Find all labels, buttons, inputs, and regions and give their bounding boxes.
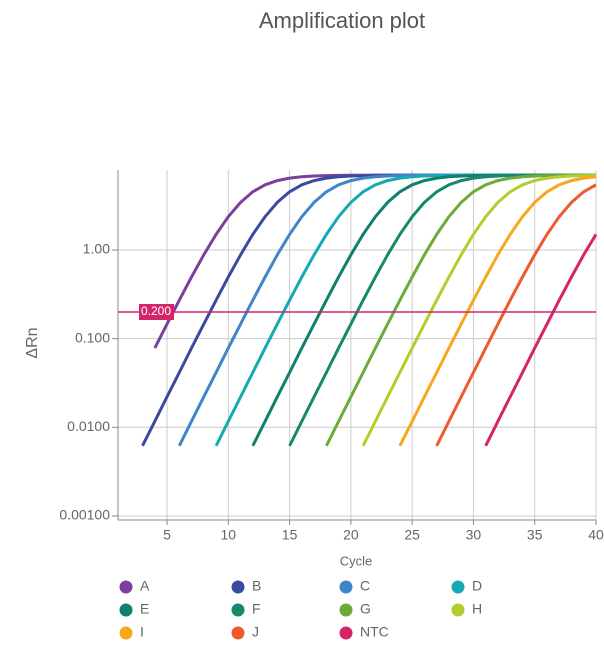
legend-label: E xyxy=(140,601,149,617)
legend-swatch xyxy=(119,626,133,640)
legend-swatch xyxy=(339,626,353,640)
x-tick-label: 10 xyxy=(221,527,237,543)
y-tick-label: 0.0100 xyxy=(67,418,110,434)
series-line xyxy=(398,175,597,447)
x-tick-label: 25 xyxy=(404,527,420,543)
legend-swatch xyxy=(451,603,465,617)
legend-swatch xyxy=(119,603,133,617)
legend-swatch xyxy=(231,580,245,594)
legend-label: J xyxy=(252,624,259,640)
x-tick-label: 40 xyxy=(588,527,604,543)
series-line xyxy=(435,183,597,447)
x-tick-label: 5 xyxy=(163,527,171,543)
chart-title: Amplification plot xyxy=(259,8,425,33)
legend-label: D xyxy=(472,578,482,594)
series-line xyxy=(141,173,596,447)
series-line xyxy=(325,173,597,447)
x-tick-label: 15 xyxy=(282,527,298,543)
legend-label: H xyxy=(472,601,482,617)
legend-label: I xyxy=(140,624,144,640)
x-tick-label: 35 xyxy=(527,527,543,543)
series-line xyxy=(484,233,598,447)
legend-label: C xyxy=(360,578,370,594)
legend-label: A xyxy=(140,578,150,594)
y-tick-label: 1.00 xyxy=(83,241,110,257)
legend-swatch xyxy=(339,603,353,617)
threshold-label-box xyxy=(139,303,174,320)
y-axis-label: ΔRn xyxy=(24,327,41,358)
legend-swatch xyxy=(231,626,245,640)
legend-swatch xyxy=(231,603,245,617)
legend-swatch xyxy=(119,580,133,594)
series-line xyxy=(361,173,597,447)
legend-label: B xyxy=(252,578,261,594)
y-tick-label: 0.00100 xyxy=(59,507,110,523)
legend-label: F xyxy=(252,601,261,617)
series-line xyxy=(177,173,596,447)
x-tick-label: 20 xyxy=(343,527,359,543)
x-axis-label: Cycle xyxy=(340,553,373,568)
legend-label: NTC xyxy=(360,624,389,640)
legend-label: G xyxy=(360,601,371,617)
series-line xyxy=(288,173,596,447)
y-tick-label: 0.100 xyxy=(75,329,110,345)
legend-swatch xyxy=(451,580,465,594)
legend-swatch xyxy=(339,580,353,594)
x-tick-label: 30 xyxy=(466,527,482,543)
threshold-label: 0.200 xyxy=(141,304,171,318)
